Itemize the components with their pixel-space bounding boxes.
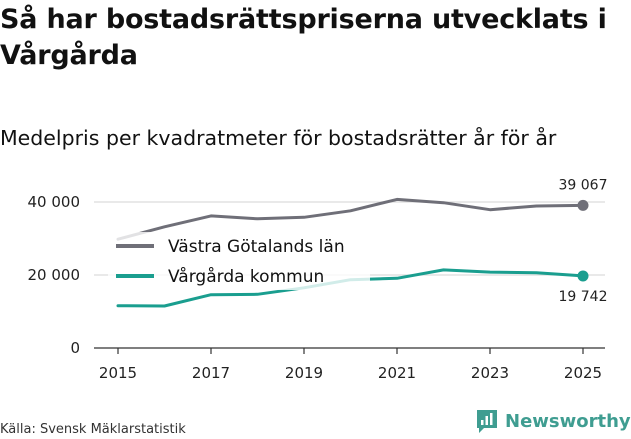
legend-label: Västra Götalands län [168,237,345,257]
legend-label: Vårgårda kommun [168,266,324,287]
brand-logo: Newsworthy [475,408,631,434]
chart-subtitle: Medelpris per kvadratmeter för bostadsrä… [0,126,557,150]
y-tick-label: 40 000 [28,193,81,211]
end-point-marker [577,199,589,211]
line-chart: 0 20 000 40 000 2015 2017 2019 2021 2023 2025 39 … [28,177,608,382]
source-note: Källa: Svensk Mäklarstatistik [0,422,186,437]
x-tick-label: 2021 [378,364,416,382]
x-tick-label: 2017 [192,364,230,382]
end-point-marker [577,270,589,282]
legend-background [108,232,370,290]
x-tick-label: 2019 [285,364,323,382]
chart-title: Så har bostadsrättspriserna utvecklats i… [0,4,607,71]
y-tick-label: 20 000 [28,266,81,284]
end-value-label: 19 742 [559,289,608,305]
y-tick-label: 0 [70,339,80,357]
x-tick-label: 2015 [99,364,137,382]
x-tick-label: 2023 [471,364,509,382]
bar-chart-logo-icon [477,410,497,433]
brand-name: Newsworthy [505,410,631,432]
x-tick-label: 2025 [564,364,602,382]
series-line-vastra-gotaland [116,197,585,241]
end-value-label: 39 067 [559,177,608,193]
